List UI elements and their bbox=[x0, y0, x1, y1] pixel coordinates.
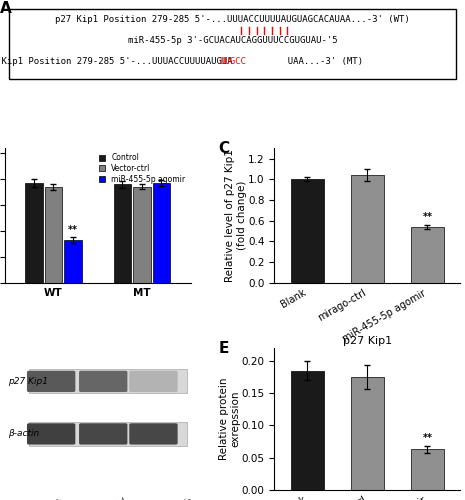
Bar bbox=[291, 370, 324, 490]
Text: E: E bbox=[219, 341, 229, 356]
FancyBboxPatch shape bbox=[27, 424, 75, 444]
Bar bbox=[25, 183, 43, 283]
Bar bbox=[133, 186, 151, 283]
Text: **: ** bbox=[422, 433, 432, 443]
Bar bbox=[113, 184, 131, 283]
FancyBboxPatch shape bbox=[79, 371, 127, 392]
FancyBboxPatch shape bbox=[79, 424, 127, 444]
Text: UAA...-3' (MT): UAA...-3' (MT) bbox=[234, 58, 363, 66]
Text: miR-455-5p agomir: miR-455-5p agomir bbox=[114, 497, 193, 500]
Text: C: C bbox=[219, 142, 230, 156]
Text: **: ** bbox=[422, 212, 432, 222]
FancyBboxPatch shape bbox=[27, 371, 75, 392]
Bar bbox=[291, 180, 324, 283]
Text: A: A bbox=[0, 1, 12, 16]
Text: mirago-ctrl: mirago-ctrl bbox=[80, 497, 126, 500]
Text: p27 Kip1 Position 279-285 5'-...UUUACCUUUUAUGUAGCACAUAA...-3' (WT): p27 Kip1 Position 279-285 5'-...UUUACCUU… bbox=[55, 14, 410, 24]
Text: p27 Kip1: p27 Kip1 bbox=[8, 377, 48, 386]
Bar bbox=[411, 227, 444, 283]
Text: miR-455-5p 3'-GCUACAUCAGGUUUCCGUGUAU-'5: miR-455-5p 3'-GCUACAUCAGGUUUCCGUGUAU-'5 bbox=[128, 36, 337, 44]
FancyBboxPatch shape bbox=[129, 424, 178, 444]
Text: **: ** bbox=[68, 225, 78, 235]
Y-axis label: Relative protein
exrepssion: Relative protein exrepssion bbox=[219, 378, 240, 460]
Bar bbox=[153, 183, 170, 283]
FancyBboxPatch shape bbox=[129, 371, 178, 392]
Legend: Control, Vector-ctrl, miR-455-5p agomir: Control, Vector-ctrl, miR-455-5p agomir bbox=[98, 152, 187, 185]
FancyBboxPatch shape bbox=[29, 422, 187, 446]
Bar bbox=[45, 187, 62, 283]
Text: p27 Kip1 Position 279-285 5'-...UUUACCUUUUAUGUA: p27 Kip1 Position 279-285 5'-...UUUACCUU… bbox=[0, 58, 232, 66]
Text: UUGCC: UUGCC bbox=[219, 58, 246, 66]
FancyBboxPatch shape bbox=[9, 9, 456, 79]
FancyBboxPatch shape bbox=[29, 370, 187, 394]
Bar bbox=[351, 175, 384, 283]
Title: p27 Kip1: p27 Kip1 bbox=[343, 336, 392, 346]
Y-axis label: Relative level of p27 Kip1
(fold change): Relative level of p27 Kip1 (fold change) bbox=[225, 149, 246, 282]
Text: β-actin: β-actin bbox=[8, 430, 40, 438]
Bar bbox=[351, 377, 384, 490]
Text: Blank: Blank bbox=[39, 497, 64, 500]
Bar bbox=[411, 450, 444, 490]
Bar bbox=[64, 240, 82, 283]
